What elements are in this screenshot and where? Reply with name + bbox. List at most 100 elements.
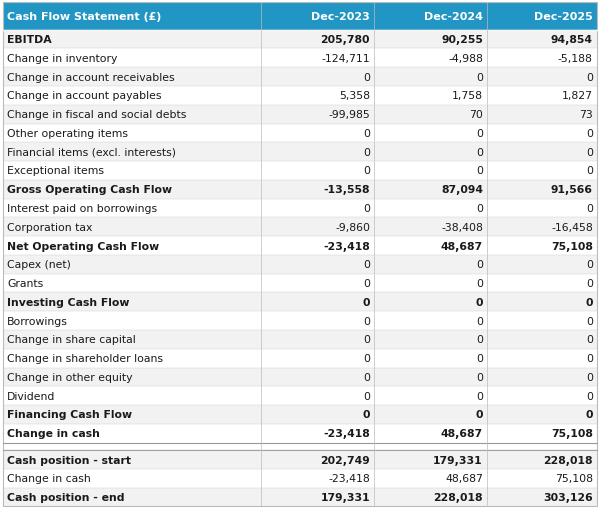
Bar	[487, 237, 597, 256]
Bar	[262, 31, 374, 49]
Text: 0: 0	[476, 316, 483, 326]
Text: 0: 0	[363, 316, 370, 326]
Bar	[487, 256, 597, 274]
Text: Change in shareholder loans: Change in shareholder loans	[7, 353, 163, 363]
Bar	[262, 143, 374, 162]
Bar	[3, 237, 262, 256]
Bar	[3, 199, 262, 218]
Bar	[3, 3, 262, 31]
Text: 1,827: 1,827	[562, 91, 593, 101]
Bar	[374, 424, 487, 443]
Bar	[487, 162, 597, 181]
Bar	[262, 87, 374, 105]
Text: 228,018: 228,018	[433, 492, 483, 502]
Bar	[487, 274, 597, 293]
Bar	[262, 293, 374, 312]
Text: -99,985: -99,985	[328, 110, 370, 120]
Bar	[374, 312, 487, 330]
Text: 0: 0	[362, 297, 370, 307]
Text: 0: 0	[363, 353, 370, 363]
Text: 202,749: 202,749	[320, 455, 370, 465]
Text: Financial items (excl. interests): Financial items (excl. interests)	[7, 148, 176, 157]
Bar	[3, 424, 262, 443]
Bar	[374, 143, 487, 162]
Bar	[487, 330, 597, 349]
Bar	[262, 469, 374, 488]
Bar	[262, 274, 374, 293]
Bar	[487, 368, 597, 386]
Bar	[374, 162, 487, 181]
Text: -16,458: -16,458	[551, 222, 593, 232]
Text: 75,108: 75,108	[555, 473, 593, 484]
Text: Change in account receivables: Change in account receivables	[7, 72, 175, 82]
Bar	[374, 293, 487, 312]
Text: Investing Cash Flow: Investing Cash Flow	[7, 297, 130, 307]
Text: 75,108: 75,108	[551, 429, 593, 438]
Text: 0: 0	[586, 372, 593, 382]
Bar	[374, 3, 487, 31]
Bar	[3, 469, 262, 488]
Bar	[487, 312, 597, 330]
Text: -4,988: -4,988	[448, 54, 483, 64]
Bar	[487, 469, 597, 488]
Text: 0: 0	[363, 129, 370, 138]
Bar	[374, 450, 487, 469]
Text: 0: 0	[476, 148, 483, 157]
Text: 48,687: 48,687	[445, 473, 483, 484]
Bar	[487, 143, 597, 162]
Text: Change in share capital: Change in share capital	[7, 335, 136, 345]
Bar	[3, 349, 262, 368]
Text: 75,108: 75,108	[551, 241, 593, 251]
Bar	[3, 181, 262, 199]
Bar	[487, 424, 597, 443]
Text: Exceptional items: Exceptional items	[7, 166, 104, 176]
Bar	[3, 105, 262, 124]
Bar	[262, 349, 374, 368]
Text: 303,126: 303,126	[543, 492, 593, 502]
Bar	[374, 218, 487, 237]
Bar	[3, 368, 262, 386]
Text: 0: 0	[476, 372, 483, 382]
Bar	[374, 405, 487, 424]
Text: 0: 0	[476, 353, 483, 363]
Bar	[3, 87, 262, 105]
Text: Cash Flow Statement (£): Cash Flow Statement (£)	[7, 12, 161, 21]
Bar	[374, 330, 487, 349]
Text: Change in fiscal and social debts: Change in fiscal and social debts	[7, 110, 187, 120]
Bar	[262, 450, 374, 469]
Text: Interest paid on borrowings: Interest paid on borrowings	[7, 204, 157, 214]
Text: 0: 0	[363, 148, 370, 157]
Bar	[262, 256, 374, 274]
Bar	[487, 405, 597, 424]
Text: 70: 70	[469, 110, 483, 120]
Bar	[487, 105, 597, 124]
Text: Borrowings: Borrowings	[7, 316, 68, 326]
Bar	[374, 274, 487, 293]
Text: Net Operating Cash Flow: Net Operating Cash Flow	[7, 241, 160, 251]
Text: 91,566: 91,566	[551, 185, 593, 195]
Text: 0: 0	[363, 391, 370, 401]
Text: 0: 0	[363, 372, 370, 382]
Text: 205,780: 205,780	[320, 35, 370, 45]
Text: 0: 0	[363, 72, 370, 82]
Text: Corporation tax: Corporation tax	[7, 222, 92, 232]
Bar	[374, 199, 487, 218]
Bar	[3, 68, 262, 87]
Bar	[262, 3, 374, 31]
Text: Change in cash: Change in cash	[7, 473, 91, 484]
Bar	[487, 49, 597, 68]
Bar	[374, 87, 487, 105]
Bar	[262, 162, 374, 181]
Bar	[262, 68, 374, 87]
Bar	[374, 349, 487, 368]
Bar	[374, 488, 487, 506]
Bar	[487, 68, 597, 87]
Text: -124,711: -124,711	[322, 54, 370, 64]
Bar	[3, 218, 262, 237]
Bar	[374, 124, 487, 143]
Text: 0: 0	[586, 410, 593, 419]
Text: Capex (net): Capex (net)	[7, 260, 71, 270]
Text: 0: 0	[363, 204, 370, 214]
Text: 0: 0	[586, 204, 593, 214]
Bar	[262, 49, 374, 68]
